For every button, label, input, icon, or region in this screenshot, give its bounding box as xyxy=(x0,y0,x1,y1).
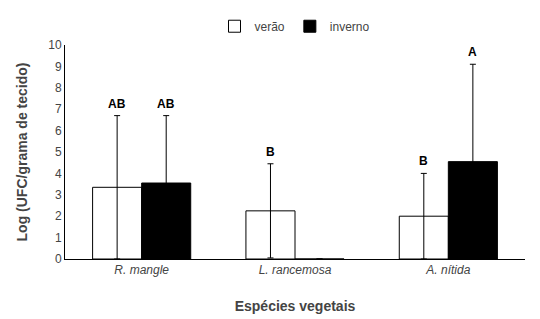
svg-text:6: 6 xyxy=(55,124,62,138)
svg-text:R. mangle: R. mangle xyxy=(114,263,169,277)
svg-text:L. rancemosa: L. rancemosa xyxy=(259,263,332,277)
svg-text:0: 0 xyxy=(55,252,62,266)
svg-text:Espécies vegetais: Espécies vegetais xyxy=(235,298,356,314)
svg-text:B: B xyxy=(266,145,275,159)
svg-text:B: B xyxy=(419,154,428,168)
svg-text:inverno: inverno xyxy=(330,20,370,34)
svg-text:5: 5 xyxy=(55,145,62,159)
svg-text:10: 10 xyxy=(48,38,62,52)
svg-text:2: 2 xyxy=(55,209,62,223)
svg-text:4: 4 xyxy=(55,167,62,181)
svg-text:A. nítida: A. nítida xyxy=(425,263,470,277)
svg-text:AB: AB xyxy=(108,97,126,111)
svg-text:A: A xyxy=(468,45,477,59)
svg-text:3: 3 xyxy=(55,188,62,202)
svg-text:1: 1 xyxy=(55,231,62,245)
svg-text:7: 7 xyxy=(55,102,62,116)
svg-text:AB: AB xyxy=(157,97,175,111)
svg-text:verão: verão xyxy=(255,20,285,34)
svg-text:Log (UFC/grama de tecido): Log (UFC/grama de tecido) xyxy=(14,63,30,242)
svg-text:9: 9 xyxy=(55,60,62,74)
svg-text:8: 8 xyxy=(55,81,62,95)
